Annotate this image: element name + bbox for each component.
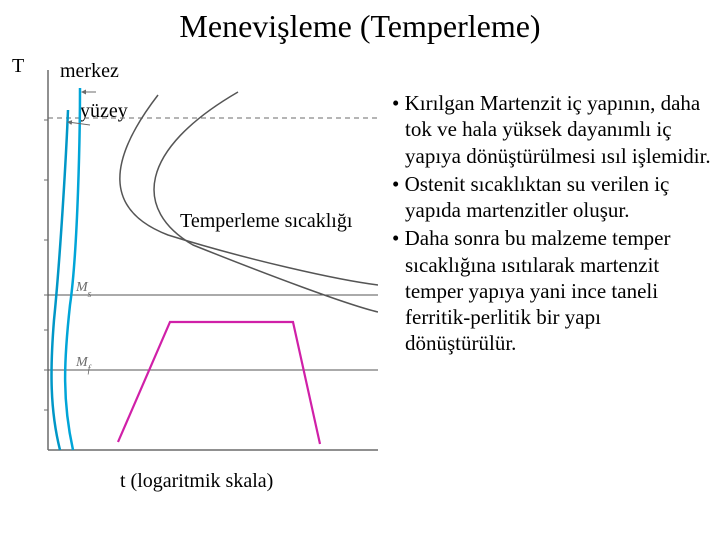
bullet-2: • Ostenit sıcaklıktan su verilen iç yapı… [392, 171, 717, 224]
svg-text:Ms: Ms [75, 280, 92, 300]
x-axis-label: t (logaritmik skala) [120, 470, 273, 493]
y-axis-label: T [12, 55, 24, 78]
ttt-diagram: Ms Mf [38, 70, 378, 460]
svg-text:Mf: Mf [75, 355, 92, 375]
bullet-1: • Kırılgan Martenzit iç yapının, daha to… [392, 90, 717, 169]
description-text: • Kırılgan Martenzit iç yapının, daha to… [392, 90, 717, 359]
bullet-3: • Daha sonra bu malzeme temper sıcaklığı… [392, 225, 717, 356]
page-title: Menevişleme (Temperleme) [0, 8, 720, 45]
